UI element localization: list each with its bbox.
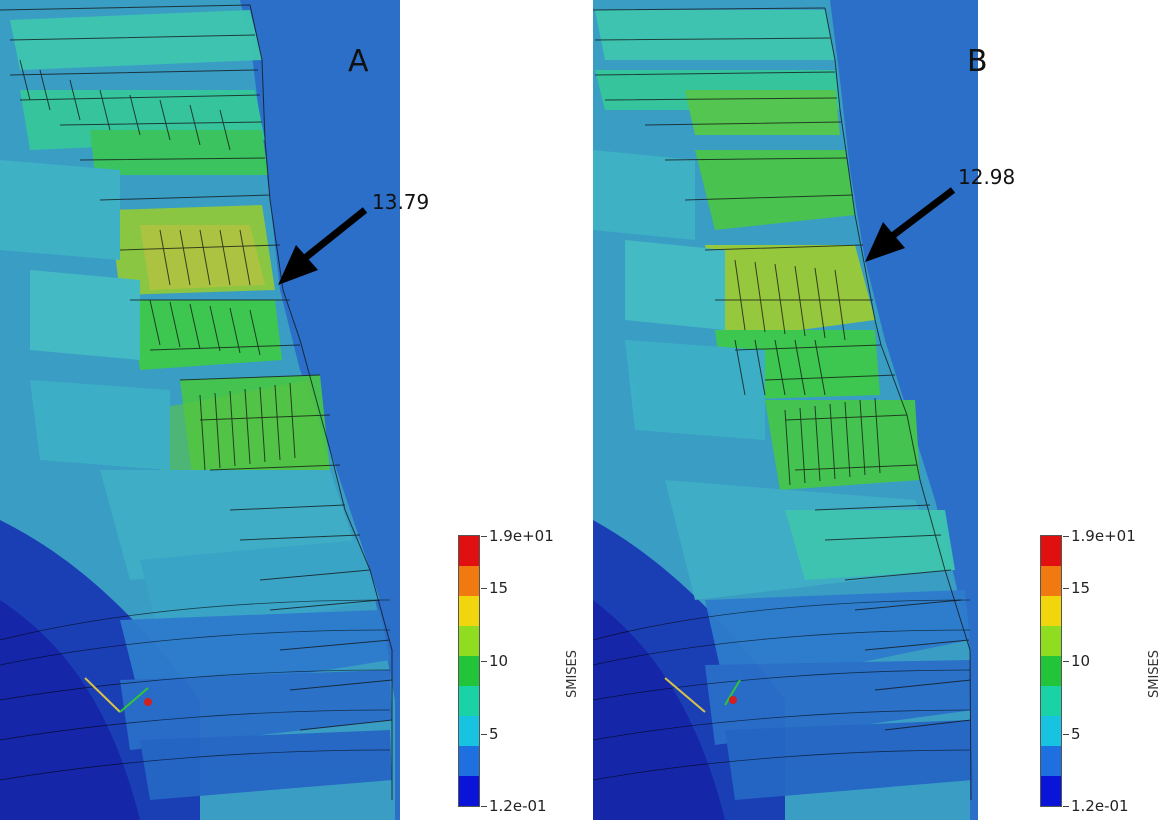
- colorbar-tick-label: 5: [489, 725, 499, 743]
- max-stress-label: 13.79: [372, 190, 430, 214]
- colorbar-tick-label: 15: [1071, 579, 1091, 597]
- colorbar: 1.9e+01 15 10 5 1.2e-01: [458, 527, 554, 815]
- colorbar-title: SMISES: [565, 649, 580, 698]
- max-stress-label: 12.98: [958, 165, 1016, 189]
- colorbar-tick-label: 1.2e-01: [489, 797, 547, 815]
- colorbar-title: SMISES: [1147, 649, 1162, 698]
- panel-a: A 13.79 1.9e+01 15 10 5 1.2e-01 SMISES: [0, 0, 580, 820]
- stress-render-b: [592, 0, 978, 820]
- axis-triad-b: [664, 677, 741, 713]
- colorbar: 1.9e+01 15 10 5 1.2e-01: [1040, 527, 1136, 815]
- pointer-arrow-a: [278, 207, 368, 285]
- colorbar-tick-label: 15: [489, 579, 509, 597]
- panel-letter: B: [967, 44, 988, 79]
- colorbar-tick-label: 1.9e+01: [1071, 527, 1136, 545]
- panel-letter: A: [348, 44, 369, 79]
- colorbar-tick-label: 10: [1071, 652, 1091, 670]
- stress-render-a: [0, 0, 400, 820]
- colorbar-tick-label: 5: [1071, 725, 1081, 743]
- colorbar-tick-label: 1.9e+01: [489, 527, 554, 545]
- pointer-arrow-b: [865, 187, 956, 262]
- colorbar-tick-label: 1.2e-01: [1071, 797, 1129, 815]
- panel-b: B 12.98 1.9e+01 15 10 5 1.2e-01 SMISES: [585, 0, 1170, 820]
- colorbar-tick-label: 10: [489, 652, 509, 670]
- axis-triad-a: [84, 677, 152, 713]
